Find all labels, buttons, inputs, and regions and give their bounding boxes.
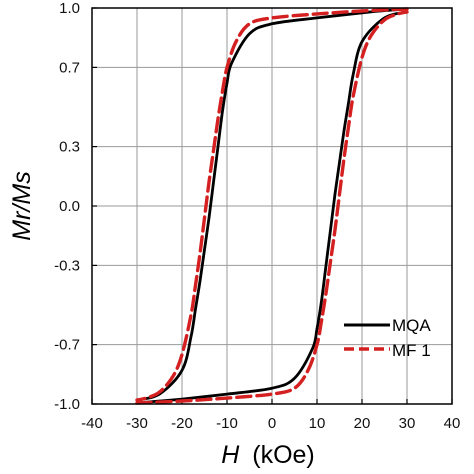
x-axis-variable: H [221,441,240,469]
y-axis-title: Mr/Ms [8,171,36,240]
series-mf1-ascending-branch [135,10,409,405]
y-tick-label: -0.3 [54,257,80,274]
curves [135,7,409,405]
x-tick-label: -30 [126,415,148,432]
series-mqa-ascending-branch [135,10,409,405]
legend-label-mqa: MQA [392,316,431,335]
x-axis-title: H (kOe) [221,441,315,469]
x-tick-label: 10 [309,415,326,432]
y-tick-label: 0.0 [59,198,80,215]
x-tick-labels: -40 -30 -20 -10 0 10 20 30 40 [81,415,460,432]
series-mf1-descending-branch [135,7,409,402]
x-tick-label: -20 [171,415,193,432]
plot-frame [91,7,453,405]
series-mqa-descending-branch [135,7,409,402]
y-tick-label: -0.7 [54,337,80,354]
x-tick-label: 0 [268,415,276,432]
legend: MQA MF 1 [344,316,431,360]
x-tick-label: 30 [399,415,416,432]
x-tick-label: -40 [81,415,103,432]
x-axis-unit: (kOe) [252,441,315,469]
y-tick-label: 1.0 [59,0,80,17]
y-tick-label: 0.3 [59,139,80,156]
x-tick-label: -10 [216,415,238,432]
x-tick-label: 40 [444,415,461,432]
x-tick-label: 20 [354,415,371,432]
y-tick-label: -1.0 [54,396,80,413]
y-tick-labels: -1.0 -0.7 -0.3 0.0 0.3 0.7 1.0 [54,0,80,413]
y-tick-label: 0.7 [59,59,80,76]
legend-label-mf1: MF 1 [392,341,431,360]
